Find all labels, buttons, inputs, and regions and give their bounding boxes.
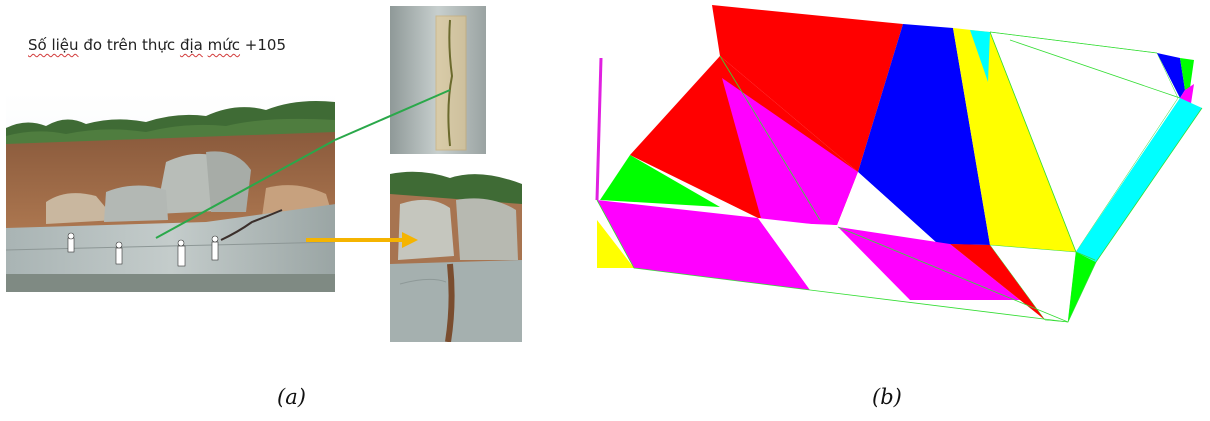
quarry-wall-photo <box>6 92 335 292</box>
caption-b: (b) <box>872 385 902 409</box>
red-front-right <box>950 244 1045 320</box>
title-word-4: địa <box>179 36 203 54</box>
green-front-corner <box>1068 252 1096 322</box>
title-word-3: trên thực <box>106 36 176 54</box>
title-word-6: +105 <box>244 36 286 54</box>
green-corner <box>600 155 720 207</box>
rock-mass-photo <box>390 164 522 342</box>
magenta-front-mid <box>838 227 1020 300</box>
panel-a: Số liệu đo trên thực địa mức +105 <box>0 0 600 421</box>
caption-a: (a) <box>277 385 306 409</box>
green-corner-right <box>1180 58 1194 90</box>
left-edge-line <box>595 57 603 201</box>
blue-corner-right <box>1157 53 1185 98</box>
model-edges <box>596 31 1203 323</box>
magenta-front-left <box>597 200 810 290</box>
field-measurement-title: Số liệu đo trên thực địa mức +105 <box>28 36 286 54</box>
crack-closeup-photo <box>390 6 486 154</box>
title-word-1: Số liệu <box>28 36 79 54</box>
yellow-front-left <box>597 220 634 268</box>
connector-arrows <box>334 89 451 248</box>
yellow-strip-face <box>953 28 1076 252</box>
cyan-right-face <box>1076 98 1202 262</box>
white-front-mid <box>758 218 910 300</box>
title-word-2: đo <box>83 36 103 54</box>
panel-b: (b) <box>590 0 1210 421</box>
block-model-diagram <box>595 5 1203 323</box>
blue-top-face <box>858 24 990 245</box>
title-word-5: mức <box>207 36 241 54</box>
white-top-wedge <box>837 172 938 244</box>
red-top-face <box>712 5 903 172</box>
cyan-small-top <box>970 30 990 82</box>
